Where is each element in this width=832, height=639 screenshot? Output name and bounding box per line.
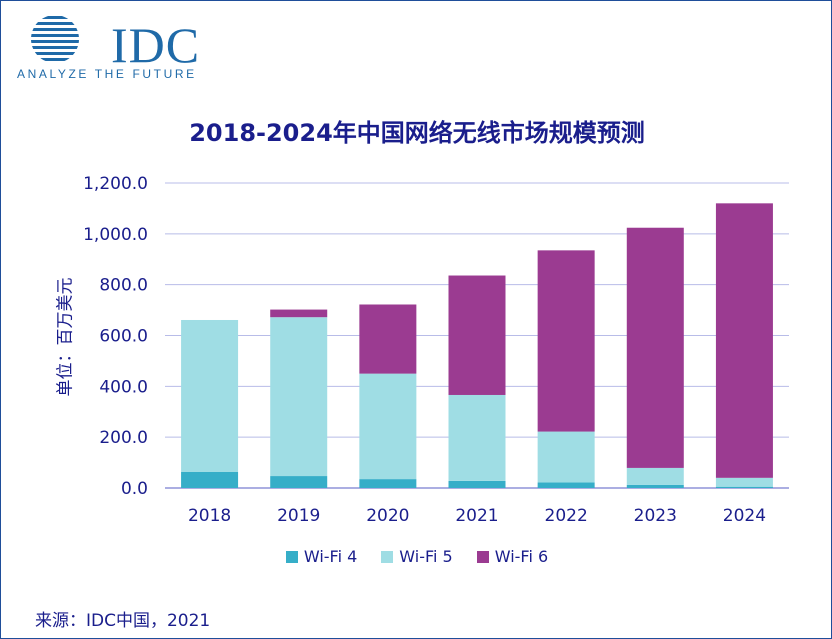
globe-icon — [31, 16, 79, 61]
legend-item-wifi5: Wi-Fi 5 — [381, 547, 453, 566]
y-tick-label: 1,000.0 — [83, 225, 148, 245]
bar-wifi5 — [270, 317, 328, 477]
bar-chart: 0.0 200.0 400.0 600.0 800.0 1,000.0 1,200.0 201… — [83, 174, 789, 526]
bar-wifi6 — [270, 309, 328, 318]
legend-item-wifi6: Wi-Fi 6 — [476, 547, 549, 566]
x-tick-label: 2019 — [277, 506, 320, 526]
legend-label-wifi5: Wi-Fi 5 — [399, 547, 453, 566]
idc-logo: IDC ANALYZE THE FUTURE — [15, 13, 215, 83]
bar-wifi4 — [626, 484, 684, 488]
bar-wifi6 — [626, 227, 684, 468]
x-tick-label: 2021 — [455, 506, 498, 526]
bar-wifi4 — [448, 480, 506, 488]
bar-wifi5 — [359, 373, 417, 480]
x-tick-label: 2023 — [634, 506, 677, 526]
source-note: 来源：IDC中国，2021 — [35, 611, 211, 631]
y-tick-label: 400.0 — [99, 377, 148, 397]
bar-wifi4 — [270, 476, 328, 488]
x-tick-label: 2018 — [188, 506, 231, 526]
legend-item-wifi4: Wi-Fi 4 — [285, 547, 358, 566]
legend-label-wifi4: Wi-Fi 4 — [303, 547, 358, 566]
bar-wifi4 — [359, 479, 417, 488]
legend-swatch-wifi4 — [285, 550, 298, 563]
bar-wifi5 — [448, 394, 506, 481]
bar-wifi6 — [359, 304, 417, 374]
bar-wifi6 — [537, 250, 595, 432]
bar-wifi5 — [715, 477, 773, 487]
bar-wifi6 — [715, 203, 773, 478]
legend-swatch-wifi5 — [381, 550, 394, 563]
legend: Wi-Fi 4 Wi-Fi 5 Wi-Fi 6 — [1, 547, 832, 566]
chart-title: 2018-2024年中国网络无线市场规模预测 — [189, 119, 645, 147]
bar-wifi5 — [181, 319, 239, 472]
logo-tagline: ANALYZE THE FUTURE — [17, 67, 197, 81]
logo-text: IDC — [111, 17, 201, 73]
bar-wifi4 — [715, 486, 773, 488]
legend-label-wifi6: Wi-Fi 6 — [494, 547, 549, 566]
y-tick-label: 600.0 — [99, 327, 148, 347]
x-tick-label: 2020 — [366, 506, 409, 526]
legend-swatch-wifi6 — [476, 550, 489, 563]
x-tick-label: 2024 — [723, 506, 766, 526]
y-tick-label: 200.0 — [99, 428, 148, 448]
bar-wifi6 — [448, 275, 506, 395]
y-tick-label: 800.0 — [99, 276, 148, 296]
bar-wifi4 — [181, 471, 239, 488]
y-tick-label: 0.0 — [121, 479, 148, 499]
bar-wifi5 — [537, 431, 595, 483]
y-tick-label: 1,200.0 — [83, 174, 148, 194]
bar-wifi4 — [537, 482, 595, 488]
x-tick-label: 2022 — [545, 506, 588, 526]
bar-wifi5 — [626, 467, 684, 485]
